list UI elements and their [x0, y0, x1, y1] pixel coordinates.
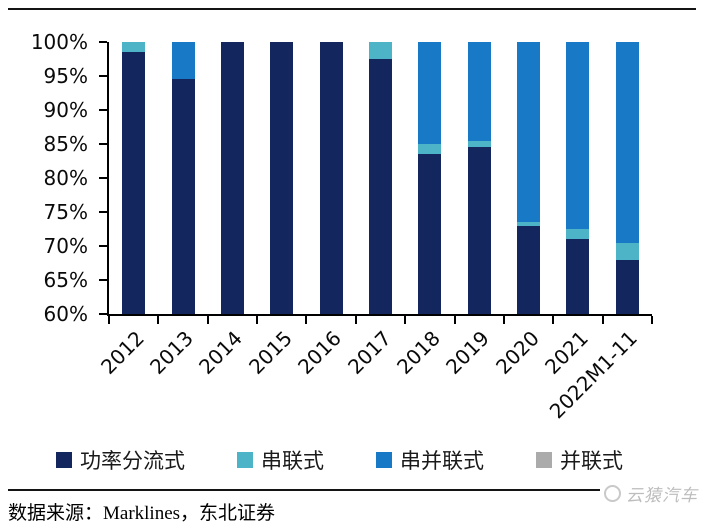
bar-slot-2020: [504, 42, 553, 314]
bar-segment: [615, 259, 639, 314]
legend-item: 并联式: [536, 445, 623, 475]
bar-stack: [467, 42, 491, 314]
bar-stack: [171, 42, 195, 314]
brand-watermark: 云猿汽车: [600, 481, 702, 506]
y-axis-label: 95%: [43, 64, 88, 88]
y-axis-tick: [99, 313, 107, 315]
x-axis-tick: [651, 316, 653, 324]
bar-stack: [368, 42, 392, 314]
top-divider: [8, 8, 696, 10]
bar-segment: [122, 52, 146, 314]
x-axis-tick: [256, 316, 259, 324]
legend-item: 串联式: [237, 445, 324, 475]
bar-segment: [220, 42, 244, 314]
x-axis-tick: [305, 316, 308, 324]
y-axis-label: 60%: [43, 302, 88, 326]
y-axis-tick: [99, 143, 107, 145]
x-axis-tick: [404, 316, 407, 324]
bar-segment: [566, 239, 590, 314]
bar-segment: [615, 242, 639, 260]
bar-stack: [418, 42, 442, 314]
bar-slot-2015: [257, 42, 306, 314]
y-axis-label: 80%: [43, 166, 88, 190]
x-axis-tick: [157, 316, 160, 324]
legend-label: 功率分流式: [80, 449, 185, 473]
legend-item: 串并联式: [376, 445, 484, 475]
bar-stack: [615, 42, 639, 314]
bar-stack: [270, 42, 294, 314]
bar-segment: [615, 42, 639, 243]
chart-legend: 功率分流式 串联式 串并联式 并联式: [56, 446, 623, 474]
legend-item: 功率分流式: [56, 445, 185, 475]
x-axis-tick: [354, 316, 357, 324]
x-axis-tick: [453, 316, 456, 324]
bar-segment: [171, 79, 195, 314]
bar-segment: [368, 42, 392, 59]
y-axis-label: 85%: [43, 132, 88, 156]
y-axis-label: 100%: [30, 30, 88, 54]
legend-swatch-icon: [536, 452, 552, 468]
y-axis-label: 75%: [43, 200, 88, 224]
bar-stack: [566, 42, 590, 314]
brand-watermark-text: 云猿汽车: [626, 486, 698, 506]
y-axis-tick: [99, 41, 107, 43]
x-axis-tick: [502, 316, 505, 324]
x-axis-tick: [206, 316, 209, 324]
legend-label: 并联式: [560, 449, 623, 473]
bar-slot-2019: [455, 42, 504, 314]
bar-segment: [566, 229, 590, 240]
bar-segment: [517, 222, 541, 226]
bar-slot-2014: [208, 42, 257, 314]
legend-label: 串并联式: [400, 449, 484, 473]
bar-stack: [517, 42, 541, 314]
bar-segment: [270, 42, 294, 314]
bar-segment: [517, 42, 541, 223]
bar-segment: [418, 42, 442, 145]
bar-segment: [171, 42, 195, 80]
bottom-divider: [8, 489, 698, 491]
y-axis-tick: [99, 109, 107, 111]
brand-logo-icon: [604, 485, 621, 502]
bar-stack: [319, 42, 343, 314]
bar-series-container: [109, 42, 652, 314]
y-axis-label: 65%: [43, 268, 88, 292]
x-axis-tick: [601, 316, 604, 324]
bar-segment: [467, 42, 491, 141]
bar-slot-2017: [356, 42, 405, 314]
y-axis-tick: [99, 279, 107, 281]
x-axis-tick: [552, 316, 555, 324]
y-axis-tick: [99, 75, 107, 77]
y-axis-tick: [99, 177, 107, 179]
bar-segment: [418, 154, 442, 314]
bar-segment: [467, 140, 491, 148]
y-axis-label: 90%: [43, 98, 88, 122]
y-axis-label: 70%: [43, 234, 88, 258]
bar-segment: [122, 42, 146, 53]
plot-area: [99, 41, 653, 324]
bar-segment: [517, 225, 541, 314]
bar-segment: [368, 59, 392, 314]
bar-segment: [319, 42, 343, 314]
x-axis-tick: [108, 316, 110, 324]
legend-label: 串联式: [261, 449, 324, 473]
bar-slot-2022M1-11: [603, 42, 652, 314]
bar-slot-2016: [306, 42, 355, 314]
bar-stack: [220, 42, 244, 314]
legend-swatch-icon: [376, 452, 392, 468]
bar-segment: [467, 147, 491, 314]
legend-swatch-icon: [237, 452, 253, 468]
bar-slot-2018: [405, 42, 454, 314]
bar-segment: [566, 42, 590, 230]
legend-swatch-icon: [56, 452, 72, 468]
y-axis-tick: [99, 245, 107, 247]
data-source-text: 数据来源：Marklines，东北证券: [8, 503, 276, 524]
bar-slot-2013: [158, 42, 207, 314]
bar-slot-2021: [553, 42, 602, 314]
bar-stack: [122, 42, 146, 314]
bar-segment: [418, 144, 442, 155]
y-axis-tick: [99, 211, 107, 213]
bar-slot-2012: [109, 42, 158, 314]
